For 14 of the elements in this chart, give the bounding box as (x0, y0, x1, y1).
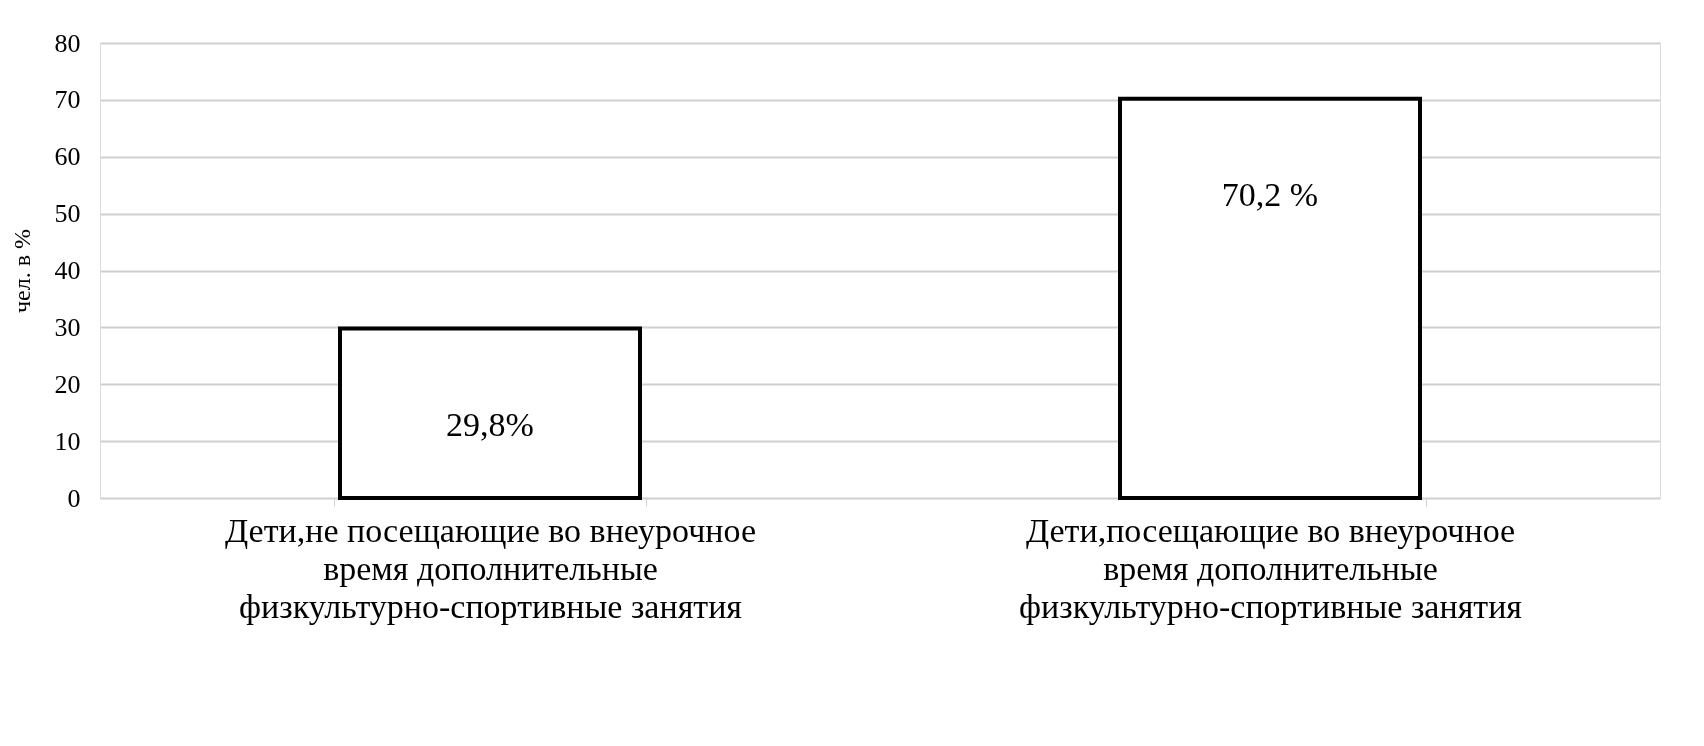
y-tick-label: 40 (54, 256, 81, 285)
y-tick-label: 50 (54, 199, 81, 229)
x-tick-label: Дети,посещающие во внеурочное время дополнительные физкультурно-спортивные занятия (1019, 511, 1523, 625)
data-label: 29,8% (446, 405, 534, 443)
y-axis-title: чел. в % (8, 228, 35, 314)
data-label: 70,2 % (1221, 175, 1319, 213)
y-tick-label: 60 (54, 142, 81, 172)
y-tick-label: 80 (54, 28, 81, 58)
x-tick-label: Дети,не посещающие во внеурочное время дополнительные физкультурно-спортивные занятия (224, 511, 757, 625)
y-tick-label: 10 (54, 426, 81, 456)
y-tick-label: 70 (54, 85, 81, 115)
y-tick-label: 0 (67, 483, 81, 513)
y-tick-label: 20 (54, 369, 81, 399)
y-tick-label: 30 (54, 312, 81, 342)
